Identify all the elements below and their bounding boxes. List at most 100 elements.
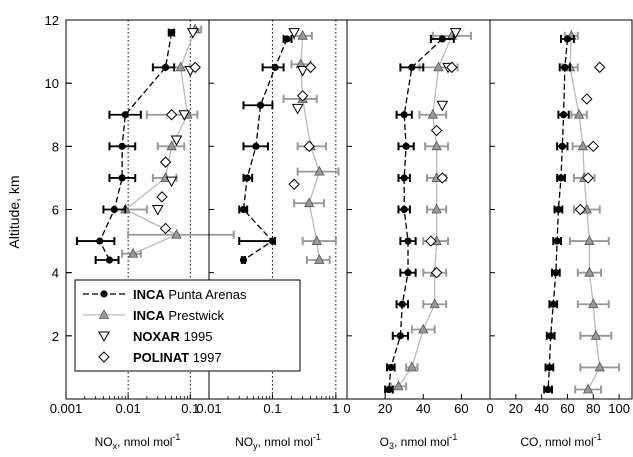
prestwick-point xyxy=(314,254,325,264)
panel-co: 0 20 40 60 80 100 CO, nmol mol-1 xyxy=(486,19,633,449)
punta-arenas-point xyxy=(96,237,104,245)
x-tick-label: 20 xyxy=(378,401,392,416)
punta-arenas-point xyxy=(559,111,568,119)
prestwick-point xyxy=(175,61,186,72)
noxar-point xyxy=(187,28,199,39)
punta-arenas-line xyxy=(547,38,569,390)
punta-arenas-point xyxy=(252,142,260,150)
prestwick-point xyxy=(431,140,442,151)
x-axis-label: NOx, nmol mol-1 xyxy=(95,432,181,451)
polinat-point xyxy=(159,222,172,235)
legend: INCA Punta Arenas INCA Prestwick NOXAR 199… xyxy=(74,279,301,372)
punta-arenas-point xyxy=(271,63,279,71)
polinat-point xyxy=(574,203,587,216)
legend-marker xyxy=(100,290,108,298)
punta-arenas-point xyxy=(118,142,126,150)
x-tick-label: 0.1 xyxy=(263,401,281,416)
punta-arenas-point xyxy=(547,332,555,340)
punta-arenas-line xyxy=(388,38,443,390)
prestwick-point xyxy=(582,383,594,394)
prestwick-point xyxy=(431,203,442,214)
punta-arenas-point xyxy=(239,256,248,264)
punta-arenas-point xyxy=(402,142,410,150)
noxar-point xyxy=(449,28,462,39)
punta-arenas-point xyxy=(268,237,277,245)
punta-arenas-point xyxy=(563,35,572,43)
polinat-point xyxy=(436,172,449,184)
prestwick-point xyxy=(429,298,440,309)
punta-arenas-point xyxy=(398,300,406,308)
prestwick-point xyxy=(584,235,595,245)
prestwick-point xyxy=(594,361,605,372)
polinat-point xyxy=(296,90,309,102)
prestwick-point xyxy=(584,266,595,277)
y-tick-label: 6 xyxy=(52,203,59,218)
panel-noy: 0.01 0.1 1 NOy, nmol mol-1 xyxy=(196,19,348,451)
prestwick-point xyxy=(427,108,438,119)
punta-arenas-point xyxy=(400,205,408,214)
x-tick-label: 0.01 xyxy=(196,401,221,416)
punta-arenas-point xyxy=(121,111,129,119)
x-axis-label: NOy, nmol mol-1 xyxy=(235,432,321,451)
prestwick-line xyxy=(569,35,601,390)
prestwick-point xyxy=(314,165,325,176)
polinat-point xyxy=(303,140,315,153)
punta-arenas-point xyxy=(387,363,395,372)
legend-marker xyxy=(98,309,110,319)
polinat-point xyxy=(304,61,317,74)
punta-arenas-point xyxy=(553,237,561,245)
legend-entry: POLINAT 1997 xyxy=(98,350,222,365)
prestwick-point xyxy=(304,197,315,208)
punta-arenas-line xyxy=(99,32,173,261)
punta-arenas-point xyxy=(552,269,560,277)
punta-arenas-point xyxy=(545,363,553,372)
punta-arenas-point xyxy=(118,174,126,182)
y-tick-label: 10 xyxy=(45,76,59,91)
prestwick-point xyxy=(577,140,589,151)
polinat-point xyxy=(288,178,300,190)
punta-arenas-point xyxy=(396,332,404,340)
x-tick-label: 1 xyxy=(332,401,339,416)
prestwick-point xyxy=(573,108,585,119)
legend-entry: INCA Punta Arenas xyxy=(83,287,247,302)
punta-arenas-point xyxy=(554,205,563,214)
legend-label: INCA Prestwick xyxy=(133,308,225,323)
x-tick-label: 0 xyxy=(343,401,350,416)
legend-label: POLINAT 1997 xyxy=(133,350,222,365)
punta-arenas-point xyxy=(105,256,114,264)
polinat-point xyxy=(587,140,599,153)
prestwick-point xyxy=(433,61,444,72)
punta-arenas-point xyxy=(167,29,176,37)
punta-arenas-point xyxy=(243,174,251,182)
punta-arenas-line xyxy=(242,38,288,261)
legend-label: NOXAR 1995 xyxy=(133,329,213,344)
noxar-point xyxy=(151,205,164,216)
panel-frame xyxy=(346,19,491,400)
x-tick-label: 60 xyxy=(560,401,574,416)
punta-arenas-point xyxy=(557,174,565,182)
punta-arenas-point xyxy=(544,385,552,394)
punta-arenas-point xyxy=(400,174,408,182)
punta-arenas-point xyxy=(438,35,446,43)
punta-arenas-point xyxy=(408,63,416,71)
noxar-point xyxy=(178,110,191,121)
noxar-point xyxy=(436,100,449,112)
prestwick-point xyxy=(166,140,177,151)
legend-entry: NOXAR 1995 xyxy=(98,329,213,344)
polinat-point xyxy=(425,235,437,247)
noxar-point xyxy=(170,135,183,147)
noxar-point xyxy=(288,28,300,39)
y-axis-label: Altitude, km xyxy=(6,175,22,248)
prestwick-point xyxy=(311,235,322,245)
prestwick-point xyxy=(393,380,404,391)
prestwick-point xyxy=(171,228,182,239)
punta-arenas-point xyxy=(161,63,170,71)
punta-arenas-point xyxy=(239,205,248,214)
punta-arenas-point xyxy=(385,385,393,394)
y-tick-label: 2 xyxy=(52,329,59,344)
legend-marker xyxy=(98,331,110,343)
polinat-point xyxy=(446,61,458,74)
